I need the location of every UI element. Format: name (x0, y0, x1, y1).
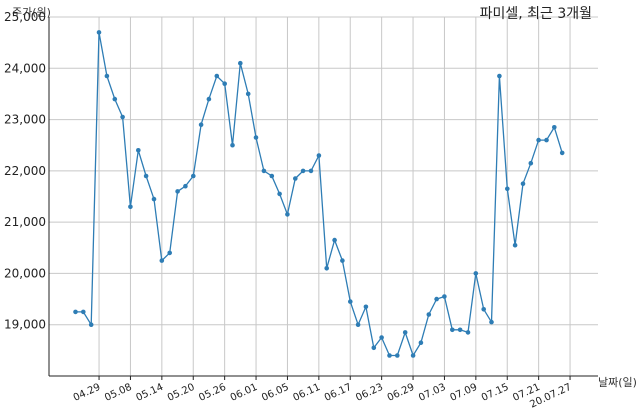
data-point (143, 173, 149, 179)
data-point (332, 237, 337, 243)
data-point (159, 258, 165, 263)
data-point (395, 353, 400, 358)
data-point (340, 258, 345, 263)
y-tick-label: 25,000 (4, 10, 46, 24)
y-axis-ticks: 19,000 20,000 21,000 22,000 23,000 24,000 25,0… (4, 10, 46, 332)
data-point (559, 150, 565, 156)
data-point (81, 309, 86, 315)
data-point (104, 73, 110, 79)
data-point (387, 353, 392, 358)
x-axis-ticks: 04.29 05.08 05.14 05.20 05.26 06.01 06.05 06.11… (72, 376, 573, 411)
data-point (552, 125, 557, 130)
data-point (128, 204, 133, 210)
x-tick-label: 05.08 (103, 382, 134, 404)
data-points (73, 30, 565, 358)
data-point (418, 340, 424, 346)
data-point (457, 327, 463, 333)
data-point (214, 73, 220, 79)
x-tick-label: 06.29 (386, 382, 417, 404)
data-point (300, 168, 306, 174)
data-point (191, 173, 196, 179)
data-point (230, 142, 235, 148)
data-point (245, 91, 251, 97)
y-tick-label: 23,000 (4, 113, 46, 127)
data-point (238, 60, 243, 66)
x-tick-label: 04.29 (72, 382, 103, 404)
data-point (536, 137, 541, 143)
data-point (379, 335, 384, 340)
data-point (355, 322, 361, 328)
data-point (183, 183, 188, 189)
data-point (348, 299, 353, 304)
data-point (198, 122, 204, 127)
data-point (410, 353, 416, 358)
data-point (167, 250, 172, 256)
data-point (175, 189, 180, 194)
data-point (253, 135, 259, 140)
x-tick-label: 06.01 (229, 382, 260, 404)
data-point (473, 271, 479, 276)
data-point (426, 312, 432, 317)
data-point (206, 96, 212, 102)
y-tick-label: 19,000 (4, 318, 46, 332)
x-tick-label: 06.11 (292, 382, 323, 404)
data-point (442, 294, 447, 299)
data-point (450, 327, 455, 333)
data-point (96, 30, 102, 35)
data-point (544, 137, 549, 143)
data-point (363, 304, 369, 310)
y-tick-label: 21,000 (4, 215, 46, 229)
data-point (112, 96, 118, 102)
x-tick-label: 05.14 (135, 382, 166, 404)
x-tick-label: 06.17 (323, 382, 354, 404)
data-point (73, 309, 78, 315)
data-point (151, 196, 157, 202)
data-point (465, 330, 471, 335)
x-tick-label: 06.23 (354, 382, 385, 404)
data-point (88, 322, 94, 328)
data-point (371, 345, 377, 351)
y-tick-label: 22,000 (4, 164, 46, 178)
data-point (261, 168, 267, 174)
x-tick-label: 05.20 (166, 382, 197, 404)
data-point (528, 160, 534, 166)
data-point (402, 330, 408, 335)
y-tick-label: 20,000 (4, 266, 46, 280)
data-point (277, 191, 282, 197)
data-point (136, 148, 141, 153)
y-tick-label: 24,000 (4, 61, 46, 75)
data-point (520, 181, 526, 186)
x-tick-label: 06.05 (260, 382, 291, 404)
x-tick-label: 07.15 (480, 382, 511, 404)
data-point (316, 153, 322, 158)
data-point (489, 319, 494, 325)
x-axis-title: 날짜(일) (598, 375, 637, 389)
x-tick-label: 05.26 (197, 382, 228, 404)
grid (49, 16, 598, 376)
x-tick-label: 07.03 (417, 382, 448, 404)
data-point (222, 81, 227, 86)
data-point (324, 266, 330, 271)
data-point (481, 307, 487, 312)
x-tick-label: 07.09 (449, 382, 480, 404)
data-point (293, 176, 298, 181)
data-point (434, 296, 439, 302)
data-point (308, 168, 314, 174)
data-point (505, 186, 510, 192)
data-point (269, 173, 275, 179)
data-point (512, 242, 518, 248)
data-point (497, 73, 502, 79)
chart-title: 파미셀, 최근 3개월 (480, 6, 592, 22)
y-axis-title: 주가(원) (12, 6, 51, 19)
data-point (120, 114, 125, 120)
data-point (285, 212, 290, 217)
